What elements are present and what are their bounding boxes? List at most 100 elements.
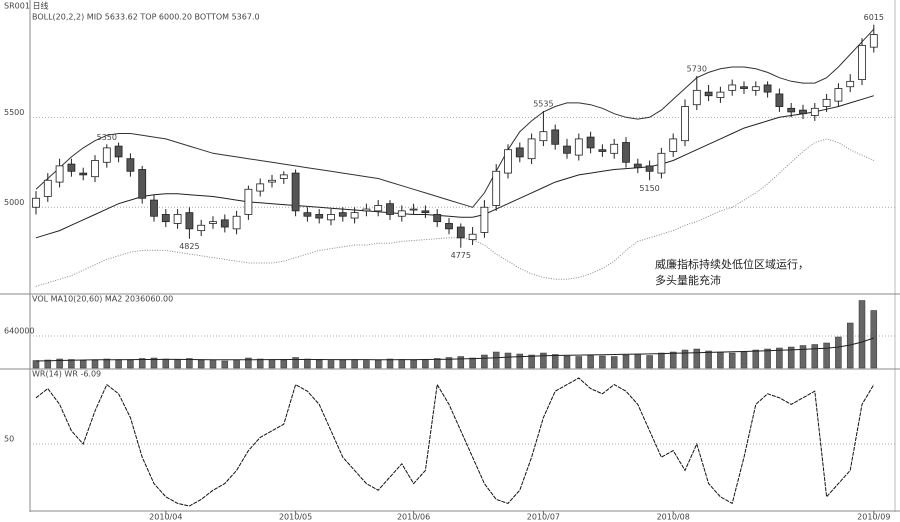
candle-body <box>327 214 335 221</box>
candle-body <box>527 138 536 160</box>
x-tick-label: 2010/06 <box>397 513 430 522</box>
volume-bar <box>823 342 830 369</box>
volume-bar <box>339 359 347 369</box>
volume-bar <box>433 358 441 369</box>
volume-bar <box>174 359 181 369</box>
candle-body <box>409 208 418 211</box>
volume-bar <box>835 336 842 369</box>
volume-bar <box>56 358 63 369</box>
y-tick-label: 5500 <box>4 108 24 117</box>
volume-bar <box>32 360 40 369</box>
candle-body <box>386 203 394 215</box>
price-label: 5535 <box>533 100 553 109</box>
volume-bar <box>445 357 453 369</box>
candle-body <box>480 206 489 233</box>
volume-bar <box>162 358 170 369</box>
indicator-header: BOLL(20,2,2) MID 5633.62 TOP 6000.20 BOT… <box>32 13 260 22</box>
price-label: 4825 <box>179 242 199 251</box>
volume-bar <box>315 359 323 369</box>
candle-body <box>303 212 312 217</box>
volume-bar <box>268 359 276 369</box>
volume-bar <box>44 359 52 369</box>
volume-bar <box>374 359 382 369</box>
volume-bar <box>799 345 807 369</box>
volume-bar <box>363 360 370 369</box>
candle-body <box>539 131 548 142</box>
candle-body <box>114 145 123 158</box>
candle-body <box>704 91 713 97</box>
candle-body <box>209 221 217 224</box>
y-tick-label: 50 <box>4 435 14 444</box>
candle-body <box>244 188 253 215</box>
volume-bar <box>115 359 122 369</box>
volume-bar <box>221 360 229 369</box>
candle-body <box>126 158 135 172</box>
candle-body <box>574 138 583 156</box>
candle-body <box>622 142 630 163</box>
price-label: 6015 <box>864 13 884 22</box>
candle-body <box>138 169 147 199</box>
volume-bar <box>91 359 99 369</box>
volume-bar <box>787 346 795 369</box>
y-tick-label: 5000 <box>4 198 24 207</box>
candle-body <box>232 215 241 230</box>
line-series <box>35 337 874 362</box>
candle-body <box>716 91 725 98</box>
candle-body <box>810 107 819 116</box>
price-label: 5350 <box>97 133 117 142</box>
x-tick-label: 2010/08 <box>657 513 690 522</box>
volume-bar <box>186 358 193 369</box>
volume-bar <box>776 347 783 369</box>
chart-title: SR001 日线 <box>4 1 48 11</box>
candle-body <box>338 212 347 217</box>
volume-bar <box>138 358 146 369</box>
volume-bar <box>280 359 288 369</box>
candle-body <box>350 212 359 219</box>
volume-bar <box>858 300 866 369</box>
candle-body <box>374 205 383 212</box>
volume-bar <box>693 348 701 369</box>
volume-bar <box>717 351 724 369</box>
volume-bar <box>386 358 394 369</box>
volume-bar <box>551 354 559 369</box>
candle-body <box>91 160 99 178</box>
candle-body <box>610 143 619 154</box>
candle-body <box>362 208 371 212</box>
volume-bar <box>563 355 571 369</box>
candle-body <box>150 199 158 217</box>
volume-bar <box>351 359 358 369</box>
candle-body <box>43 179 52 197</box>
candle-body <box>197 224 206 232</box>
candle-body <box>869 34 878 48</box>
x-tick-label: 2010/04 <box>149 513 182 522</box>
candle-body <box>421 210 430 214</box>
volume-bar <box>197 359 205 369</box>
volume-bar <box>516 353 524 369</box>
candle-body <box>291 172 300 212</box>
volume-bar <box>469 357 476 369</box>
line-series <box>35 377 875 507</box>
candle-body <box>763 84 772 93</box>
line-series <box>35 138 875 287</box>
volume-bar <box>256 358 264 369</box>
volume-bar <box>457 356 465 369</box>
candle-body <box>657 152 666 174</box>
candle-body <box>751 86 760 91</box>
annotation: 多头量能充沛 <box>655 273 721 287</box>
candle-body <box>633 163 642 169</box>
volume-bar <box>740 351 748 369</box>
candle-body <box>220 219 229 228</box>
volume-bar <box>103 358 111 369</box>
volume-bar <box>292 357 299 369</box>
line-series <box>35 28 875 208</box>
volume-bar <box>209 360 217 369</box>
price-label: 4775 <box>451 251 471 260</box>
candle-body <box>468 233 477 241</box>
candle-body <box>173 214 182 224</box>
volume-bar <box>599 355 606 369</box>
candle-body <box>315 214 324 219</box>
candle-body <box>504 149 512 174</box>
candle-body <box>681 106 689 142</box>
candle-body <box>551 129 560 145</box>
volume-bar <box>68 359 75 369</box>
